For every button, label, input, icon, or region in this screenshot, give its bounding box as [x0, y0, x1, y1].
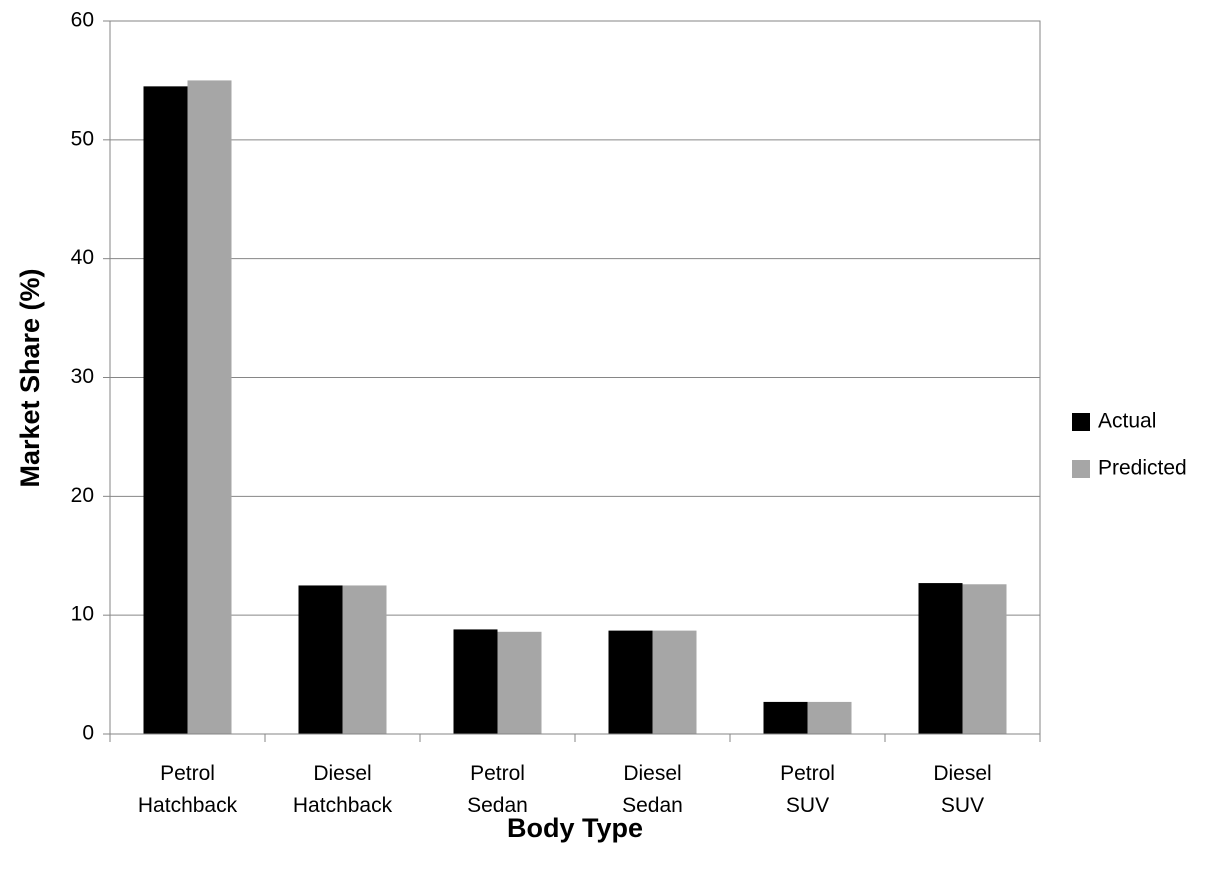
- x-tick-label: Petrol Hatchback: [138, 762, 238, 817]
- bar: [187, 80, 232, 734]
- y-tick-label: 10: [71, 603, 94, 626]
- x-tick-label: Diesel Sedan: [622, 762, 683, 817]
- bar: [763, 701, 808, 734]
- bar: [652, 630, 697, 734]
- x-tick-label: Diesel SUV: [933, 762, 991, 817]
- y-tick-label: 40: [71, 246, 94, 269]
- y-axis-title: Market Share (%): [15, 268, 45, 487]
- bar: [918, 583, 963, 734]
- bar: [143, 86, 188, 734]
- legend-label: Actual: [1098, 410, 1156, 433]
- bar: [342, 585, 387, 734]
- y-tick-label: 60: [71, 9, 94, 32]
- bar: [497, 631, 542, 734]
- legend-swatch: [1072, 413, 1090, 431]
- x-tick-label: Petrol Sedan: [467, 762, 528, 817]
- x-tick-label: Diesel Hatchback: [293, 762, 393, 817]
- bar: [298, 585, 343, 734]
- x-tick-label: Petrol SUV: [780, 762, 835, 817]
- bar: [453, 629, 498, 734]
- bar: [608, 630, 653, 734]
- legend-swatch: [1072, 460, 1090, 478]
- y-tick-label: 20: [71, 484, 94, 507]
- bar: [962, 584, 1007, 734]
- legend-label: Predicted: [1098, 457, 1187, 480]
- bar: [807, 701, 852, 734]
- y-tick-label: 50: [71, 127, 94, 150]
- x-axis-title: Body Type: [507, 813, 643, 843]
- y-tick-label: 30: [71, 365, 94, 388]
- y-tick-label: 0: [82, 722, 94, 745]
